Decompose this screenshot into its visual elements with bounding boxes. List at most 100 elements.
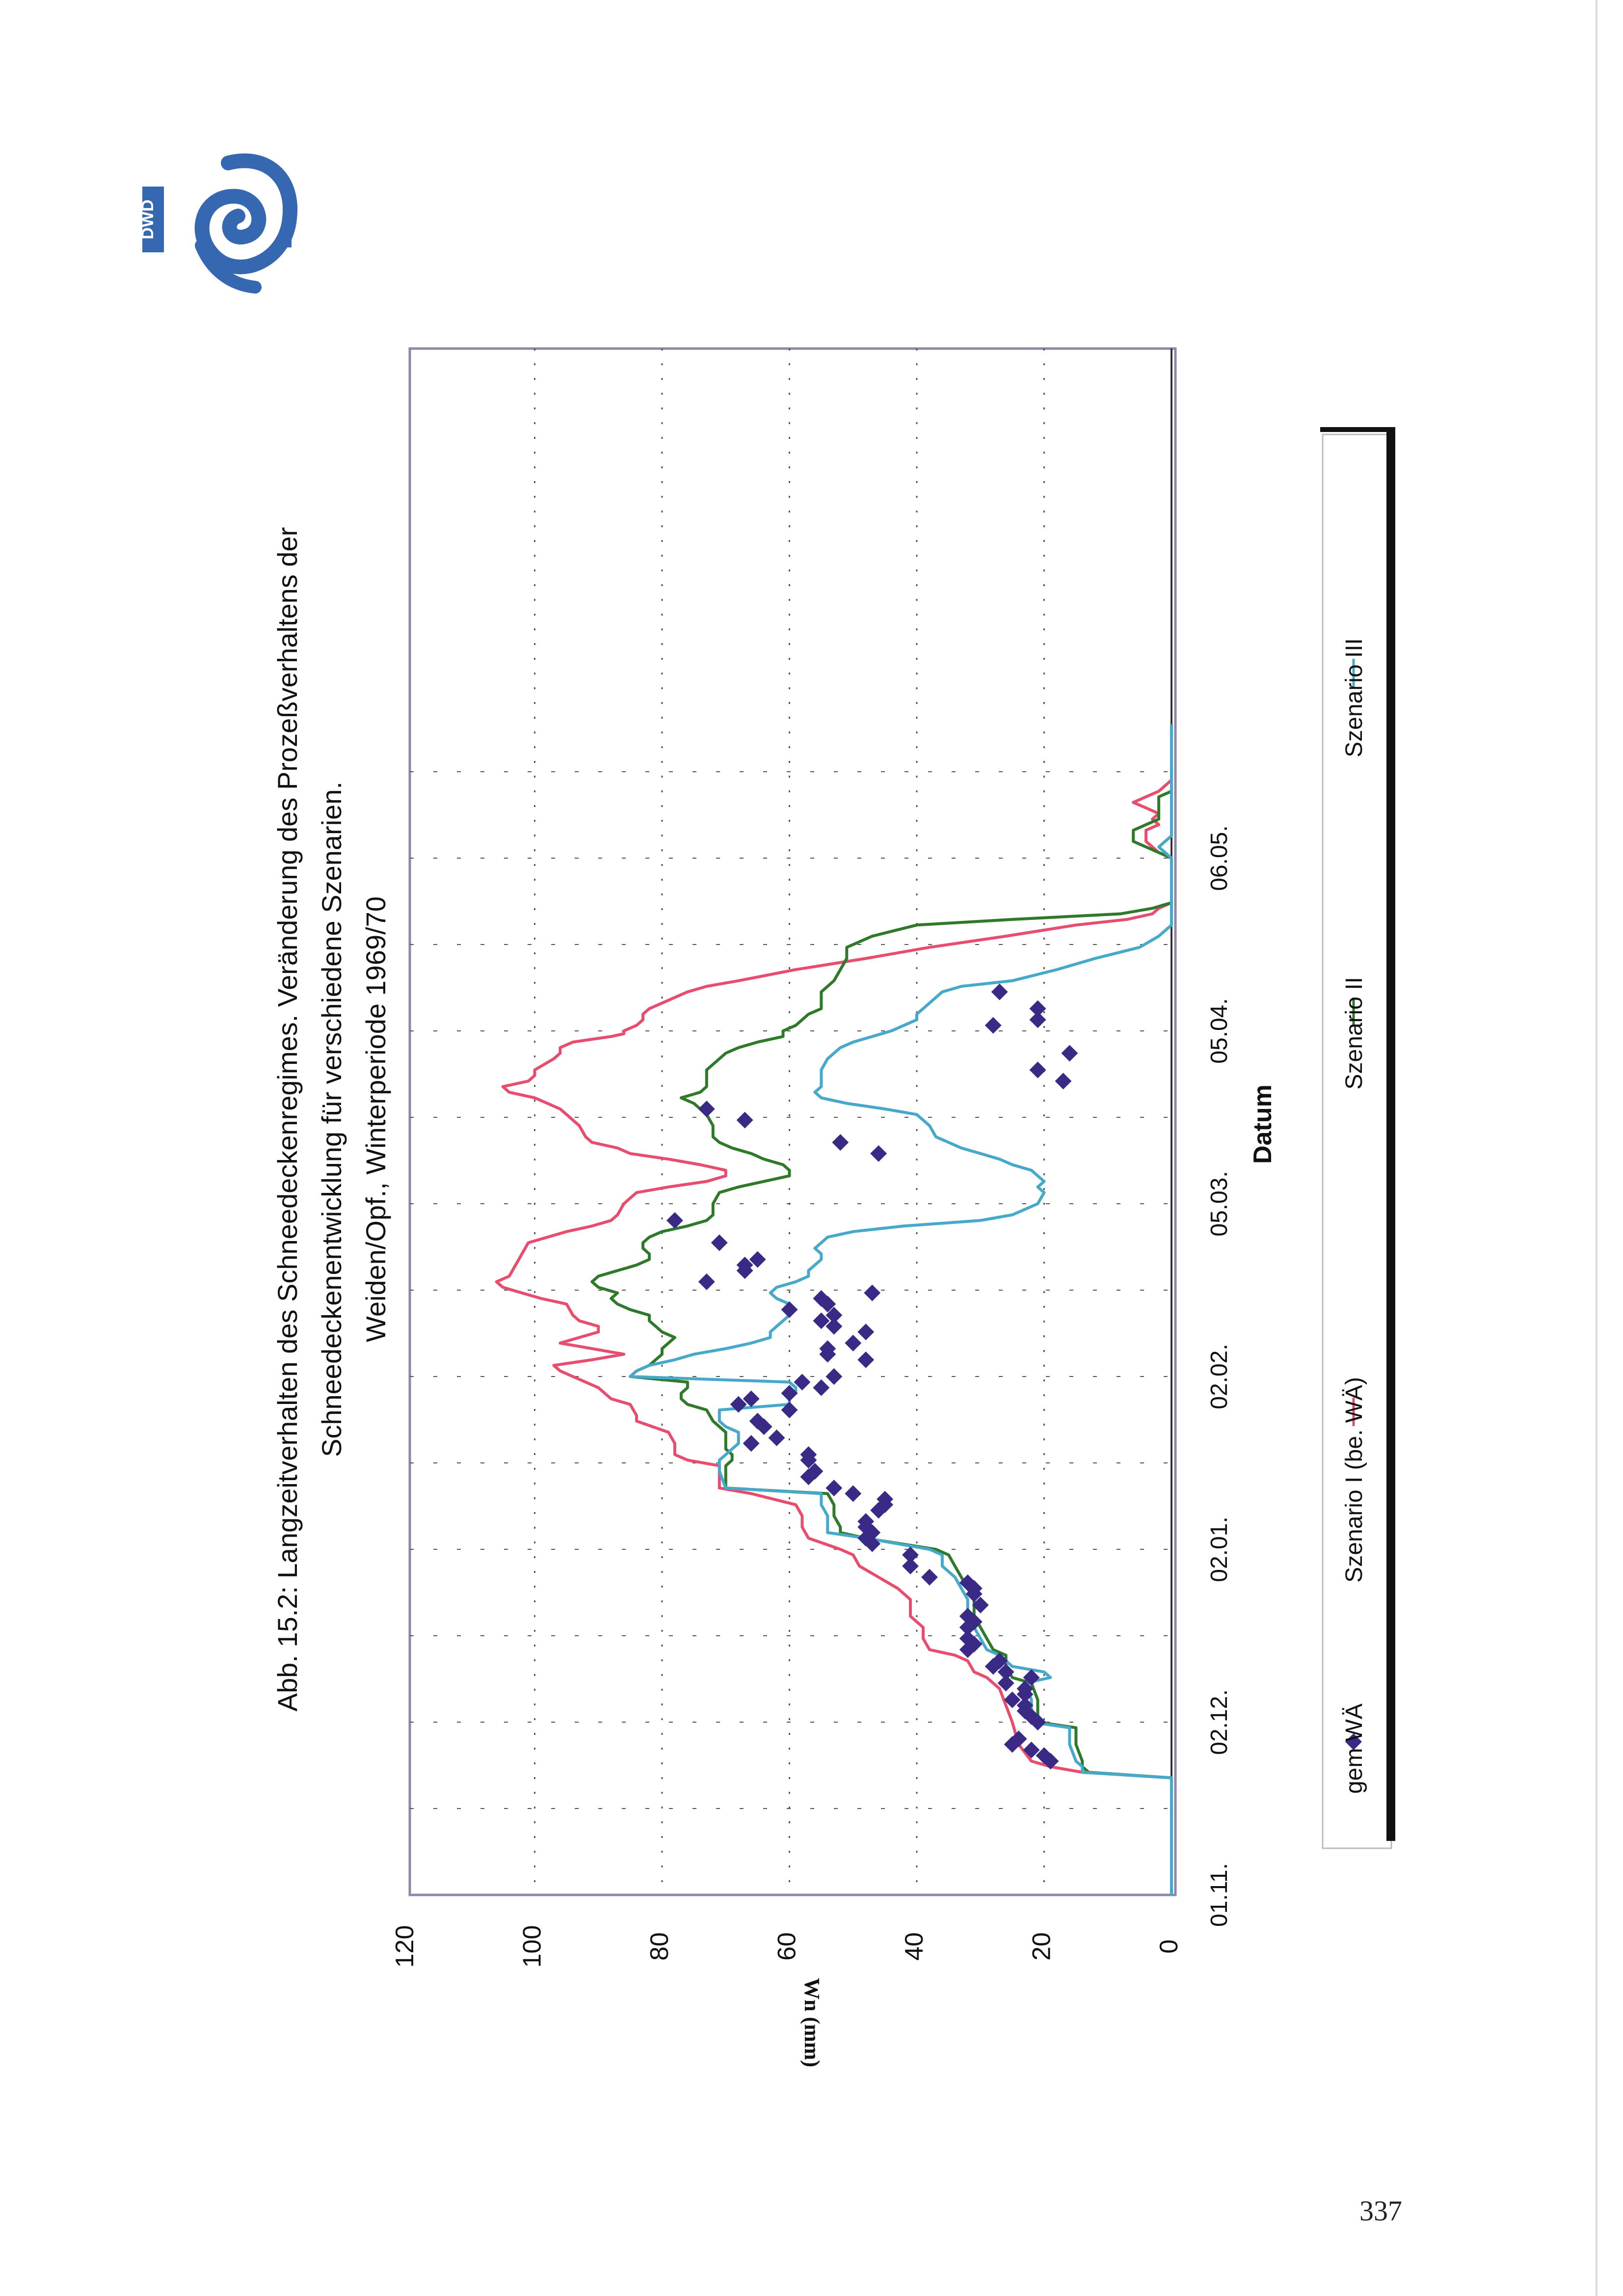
dwd-spiral-tail	[195, 239, 262, 294]
data-point-marker	[1029, 1000, 1046, 1017]
plot-area: 0 20 40 60 80 100 120	[391, 347, 1183, 1968]
legend-label: gem WÄ	[1341, 1703, 1367, 1794]
x-axis-label: Datum	[1249, 1084, 1277, 1164]
data-point-marker	[984, 1017, 1002, 1034]
data-point-marker	[1016, 1697, 1034, 1714]
y-tick-label: 20	[1028, 1932, 1056, 1961]
data-point-marker	[743, 1390, 760, 1407]
y-tick-label: 100	[518, 1925, 547, 1968]
data-point-marker	[736, 1256, 753, 1273]
data-point-marker	[870, 1145, 887, 1162]
data-point-marker	[711, 1234, 728, 1251]
data-point-marker	[743, 1435, 760, 1452]
y-axis-label-group: Wn (mm)	[800, 1978, 824, 2067]
legend-marker-gem-wa	[1345, 1733, 1362, 1750]
series-line-1	[590, 724, 1173, 1895]
x-tick-label: 05.03.	[1206, 1171, 1232, 1236]
data-point-marker	[1055, 1073, 1072, 1090]
data-point-marker	[698, 1100, 715, 1117]
data-point-marker	[877, 1490, 894, 1508]
y-tick-label: 40	[900, 1932, 929, 1961]
y-tick-label: 80	[645, 1932, 674, 1961]
data-point-marker	[781, 1402, 798, 1419]
dwd-spiral	[194, 153, 298, 274]
data-point-marker	[1023, 1669, 1040, 1686]
y-tick-label: 0	[1155, 1940, 1183, 1954]
data-point-marker	[972, 1596, 989, 1614]
x-axis-label-group: 01.11. 02.12. 02.01. 02.02. 05.03. 05.04. 06.0…	[1206, 825, 1277, 1927]
page-number: 337	[1359, 2195, 1402, 2227]
data-point-marker	[857, 1513, 875, 1530]
data-point-marker	[825, 1368, 843, 1385]
data-point-marker	[698, 1273, 715, 1290]
data-point-marker	[857, 1351, 875, 1368]
y-axis-label: Wn (mm)	[800, 1978, 824, 2067]
data-point-marker	[1029, 1061, 1046, 1079]
chart-title-line: Abb. 15.2: Langzeitverhalten des Schneed…	[272, 527, 303, 1712]
data-point-marker	[781, 1385, 798, 1402]
series-line-0	[495, 724, 1173, 1895]
data-point-marker	[1004, 1691, 1021, 1708]
data-point-marker	[781, 1301, 798, 1318]
x-tick-label: 05.04.	[1206, 998, 1232, 1063]
chart-title: Abb. 15.2: Langzeitverhalten des Schneed…	[272, 527, 391, 1712]
data-point-marker	[921, 1568, 938, 1586]
x-tick-label: 02.01.	[1206, 1516, 1232, 1582]
data-point-marker	[959, 1630, 976, 1647]
y-tick-label: 120	[391, 1925, 419, 1968]
data-point-marker	[902, 1558, 919, 1575]
data-point-marker	[857, 1324, 875, 1341]
data-point-marker	[768, 1429, 785, 1446]
dwd-logo-bar	[142, 187, 164, 252]
legend: gem WÄ Szenario I (be. WÄ) Szenario II Szen…	[1320, 427, 1395, 1849]
data-point-marker	[813, 1312, 830, 1329]
x-tick-label: 01.11.	[1206, 1863, 1232, 1927]
data-point-marker	[845, 1485, 862, 1502]
data-point-marker	[997, 1675, 1014, 1692]
data-point-marker	[800, 1446, 817, 1463]
data-point-marker	[825, 1318, 843, 1335]
data-point-marker	[1029, 1011, 1046, 1028]
data-point-marker	[991, 1652, 1008, 1670]
data-point-marker	[749, 1251, 766, 1268]
chart-title-line: Weiden/Opf., Winterperiode 1969/70	[360, 896, 391, 1342]
data-point-marker	[749, 1412, 766, 1430]
data-point-marker	[813, 1290, 830, 1307]
data-point-marker	[845, 1334, 862, 1351]
data-point-marker	[959, 1608, 976, 1625]
data-point-marker	[1016, 1680, 1034, 1697]
x-tick-label: 02.02.	[1206, 1344, 1232, 1409]
data-point-marker	[902, 1546, 919, 1564]
data-point-marker	[825, 1480, 843, 1497]
data-point-marker	[1036, 1747, 1053, 1764]
plot-frame	[408, 347, 1177, 1896]
data-point-marker	[666, 1212, 683, 1229]
data-point-marker	[813, 1379, 830, 1396]
dwd-spiral-logo-icon: DWD	[142, 153, 298, 294]
data-point-marker	[794, 1374, 811, 1391]
x-tick-label: 06.05.	[1206, 825, 1232, 891]
legend-label: Szenario I (be. WÄ)	[1341, 1377, 1367, 1583]
chart-title-line: Schneedeckenentwicklung für verschiedene…	[316, 782, 347, 1457]
legend-label: Szenario III	[1341, 638, 1367, 757]
data-point-marker	[819, 1340, 836, 1357]
data-point-marker	[1023, 1741, 1040, 1758]
legend-shadow-right	[1386, 427, 1395, 1841]
x-tick-label: 02.12.	[1206, 1689, 1232, 1755]
data-point-marker	[1010, 1730, 1027, 1748]
data-point-marker	[959, 1574, 976, 1592]
data-point-marker	[832, 1134, 849, 1151]
y-tick-label: 60	[773, 1932, 801, 1961]
data-point-marker	[730, 1396, 747, 1413]
dwd-logo-text: DWD	[142, 199, 157, 239]
data-point-marker	[991, 983, 1008, 1000]
series-line-2	[629, 724, 1173, 1895]
data-point-marker	[864, 1284, 881, 1301]
legend-label: Szenario II	[1341, 977, 1367, 1089]
legend-shadow-top	[1320, 427, 1395, 432]
data-point-marker	[736, 1111, 753, 1129]
data-point-marker	[1061, 1045, 1078, 1062]
data-point-marker	[997, 1663, 1014, 1680]
